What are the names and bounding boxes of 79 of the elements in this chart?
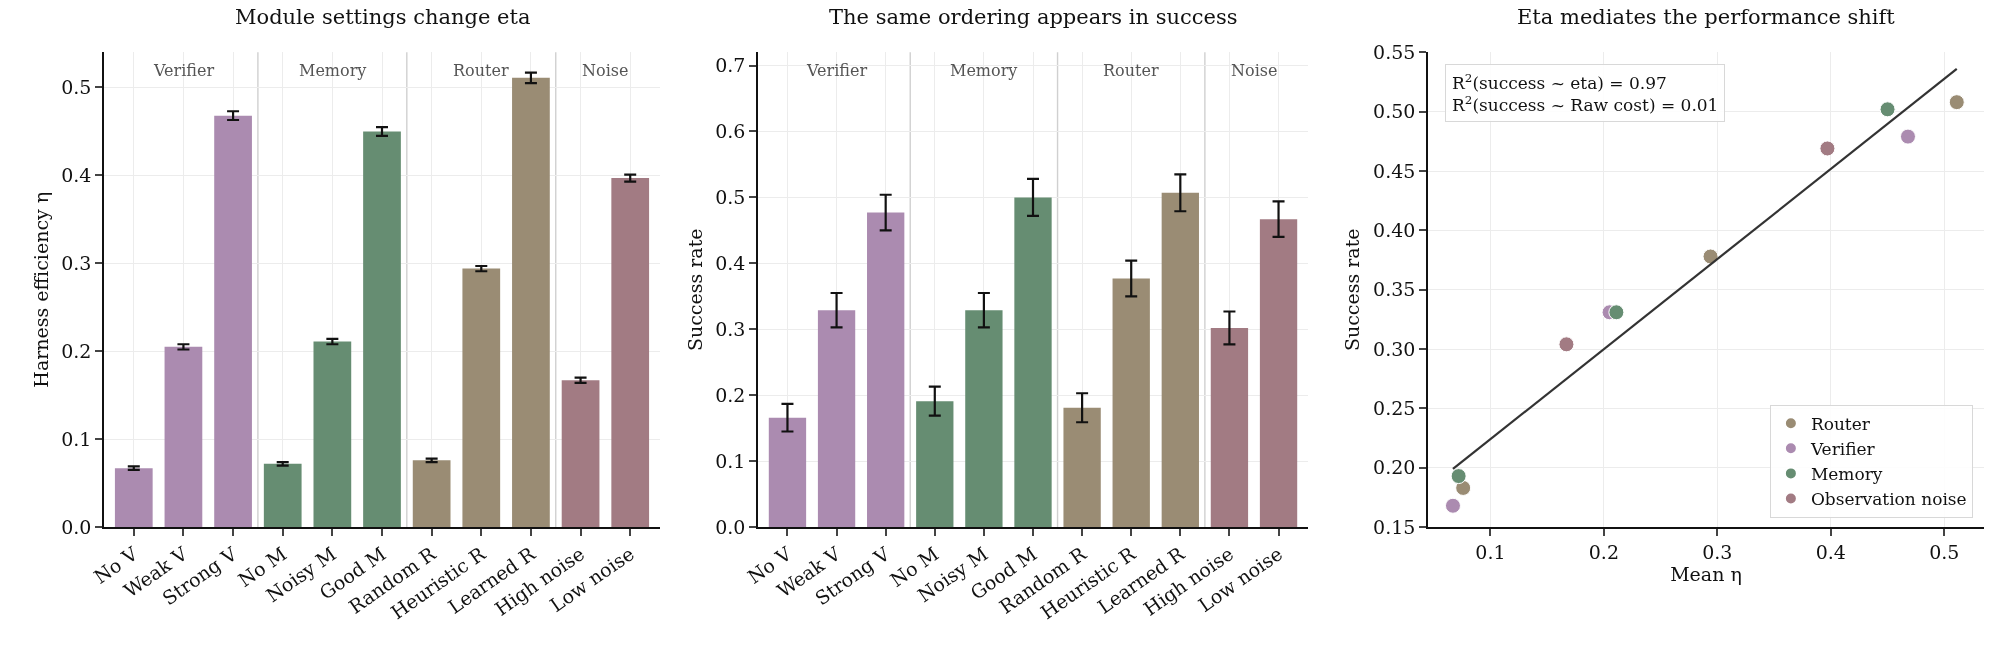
point bbox=[1558, 336, 1575, 353]
bar bbox=[611, 178, 650, 528]
y-tick-label: 0.3 bbox=[61, 251, 92, 274]
x-axis-title: Mean η bbox=[1670, 563, 1742, 586]
y-tick-label: 0.4 bbox=[715, 251, 746, 274]
bar bbox=[114, 468, 153, 528]
chart-title: Eta mediates the performance shift bbox=[1517, 5, 1896, 29]
annotation: Verifier bbox=[153, 61, 215, 80]
annotation: Verifier bbox=[806, 61, 868, 80]
y-tick-label: 0.6 bbox=[715, 120, 746, 143]
annotation: Router bbox=[453, 61, 509, 80]
y-tick-label: 0.45 bbox=[1373, 159, 1416, 182]
point bbox=[1879, 101, 1896, 118]
bar bbox=[412, 460, 451, 528]
x-tick-label: 0.4 bbox=[1815, 540, 1846, 563]
y-tick-label: 0.20 bbox=[1373, 456, 1416, 479]
x-tick-label: 0.3 bbox=[1702, 540, 1733, 563]
bar bbox=[1112, 278, 1150, 528]
y-tick-label: 0.25 bbox=[1373, 397, 1416, 420]
x-tick-label: 0.2 bbox=[1588, 540, 1619, 563]
annotation: Memory bbox=[299, 61, 367, 80]
point bbox=[1608, 304, 1625, 321]
bar bbox=[1063, 407, 1101, 528]
legend-label: Observation noise bbox=[1810, 489, 1967, 510]
point bbox=[1819, 140, 1836, 157]
y-tick-label: 0.0 bbox=[61, 515, 92, 538]
y-tick-label: 0.1 bbox=[715, 449, 746, 472]
y-tick-label: 0.2 bbox=[61, 339, 92, 362]
annotation: R$^{2}$(success ~ eta) = 0.97 bbox=[1452, 71, 1667, 94]
point bbox=[1450, 468, 1467, 485]
point bbox=[1948, 94, 1965, 111]
bar bbox=[462, 268, 501, 528]
annotation: Noise bbox=[1231, 61, 1278, 80]
annotation: R$^{2}$(success ~ Raw cost) = 0.01 bbox=[1452, 93, 1719, 116]
bar bbox=[916, 401, 954, 528]
y-tick-label: 0.1 bbox=[61, 427, 92, 450]
y-tick-label: 0.5 bbox=[715, 186, 746, 209]
bar bbox=[164, 346, 203, 528]
y-tick-label: 0.30 bbox=[1373, 337, 1416, 360]
bar bbox=[1014, 197, 1052, 528]
legend-label: Memory bbox=[1810, 464, 1883, 485]
point bbox=[1444, 497, 1461, 514]
bar bbox=[1210, 327, 1249, 528]
bar bbox=[313, 341, 352, 528]
x-tick-label: 0.5 bbox=[1929, 540, 1960, 563]
legend-label: Verifier bbox=[1809, 438, 1876, 459]
bar bbox=[867, 212, 905, 528]
y-axis-title: Success rate bbox=[1341, 228, 1364, 352]
annotation: Memory bbox=[950, 61, 1018, 80]
bar bbox=[214, 115, 252, 528]
chart-title: Module settings change eta bbox=[235, 5, 531, 29]
y-tick-label: 0.0 bbox=[715, 515, 746, 538]
x-tick-label: 0.1 bbox=[1475, 540, 1506, 563]
y-tick-label: 0.55 bbox=[1373, 40, 1416, 63]
y-axis-title: Harness efficiency η bbox=[29, 191, 52, 388]
y-tick-label: 0.7 bbox=[715, 54, 746, 77]
y-tick-label: 0.4 bbox=[61, 164, 92, 187]
y-tick-label: 0.40 bbox=[1373, 219, 1416, 242]
y-axis-title: Success rate bbox=[683, 228, 706, 352]
bar bbox=[263, 463, 302, 528]
bar bbox=[512, 77, 550, 528]
y-tick-label: 0.15 bbox=[1373, 515, 1416, 538]
legend-label: Router bbox=[1810, 413, 1871, 434]
y-tick-label: 0.50 bbox=[1373, 100, 1416, 123]
y-tick-label: 0.35 bbox=[1373, 278, 1416, 301]
y-tick-label: 0.5 bbox=[61, 76, 92, 99]
bar bbox=[561, 380, 600, 528]
chart-title: The same ordering appears in success bbox=[829, 5, 1238, 29]
y-tick-label: 0.3 bbox=[715, 317, 746, 340]
bar bbox=[1259, 219, 1298, 528]
bar bbox=[965, 310, 1003, 528]
annotation: Noise bbox=[582, 61, 629, 80]
bar bbox=[768, 417, 807, 528]
y-tick-label: 0.2 bbox=[715, 383, 746, 406]
annotation: Router bbox=[1103, 61, 1159, 80]
bar bbox=[817, 310, 856, 528]
bar bbox=[1161, 192, 1199, 528]
point bbox=[1899, 128, 1916, 145]
bar bbox=[363, 131, 401, 528]
